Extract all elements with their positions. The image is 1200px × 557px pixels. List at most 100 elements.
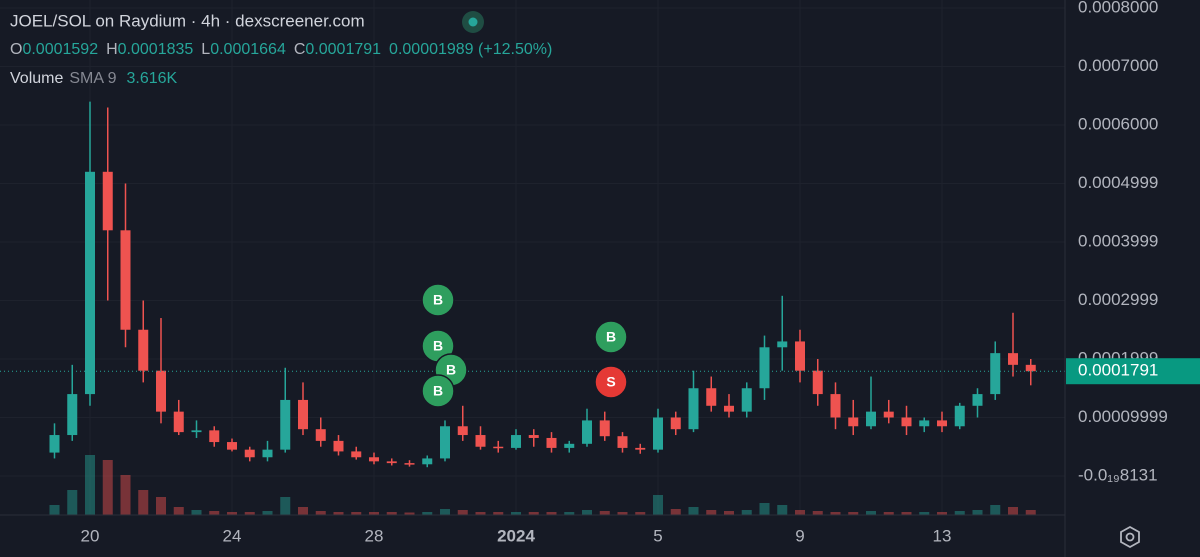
o-label: O [10,41,22,58]
candle-body [937,420,947,427]
volume-bar [848,512,859,515]
candle-body [777,341,788,348]
volume-bar [546,512,557,515]
h-value: 0.0001835 [118,41,194,58]
trade-marker-label: S [606,374,615,390]
volume-bar [262,511,273,515]
candle-body [280,399,291,450]
volume-bar [440,509,450,515]
candle-body [883,411,894,418]
candle-body [848,417,859,427]
candle-body [209,430,220,443]
candle-body [688,388,699,430]
volume-bar [759,503,770,515]
volume-bar [777,505,788,515]
candle-body [706,388,717,406]
volume-bar [937,512,947,515]
candle-body [670,417,681,430]
volume-bar [315,511,326,515]
volume-bar [369,512,379,515]
candle-body [954,405,965,427]
volume-bar [138,490,149,515]
volume-name: Volume [10,70,63,87]
volume-bar [280,497,291,515]
volume-bar [1025,510,1036,515]
candle-body [830,394,841,418]
change-value: 0.00001989 (+12.50%) [389,41,552,58]
volume-value: 3.616K [127,70,178,87]
candle-body [990,353,1001,395]
o-value: 0.0001592 [22,41,98,58]
ohlc-legend: O0.0001592 H0.0001835 L0.0001664 C0.0001791… [10,41,552,58]
candle-body [741,388,752,412]
price-axis: 0.0008000 0.0007000 0.0006000 0.0004999 0.00… [1066,0,1200,484]
volume-bar [67,490,78,515]
candle-body [972,394,983,406]
candle-body [173,411,184,433]
volume-bar [49,505,60,515]
candle-body [244,449,255,458]
volume-bar [883,512,894,515]
y-tick-label: 0.0002999 [1078,290,1158,309]
volume-bar [954,511,965,515]
candle-body [457,426,468,436]
x-tick-label: 5 [653,526,662,545]
volume-bar [511,512,521,515]
volume-bar [156,497,166,515]
candle-body [653,417,663,450]
x-tick-label: 2024 [497,526,535,545]
trade-marker [594,365,628,399]
volume-bar [351,512,362,515]
trade-marker [421,374,455,408]
volume-bar [990,505,1001,515]
candle-body [422,458,433,465]
volume-bar [866,511,876,515]
candle-body [440,426,450,459]
candle-body [901,417,912,427]
volume-bar [209,511,220,515]
y-tick-label: 0.0006000 [1078,114,1158,133]
volume-sma: SMA 9 [69,70,116,87]
volume-bar [635,512,646,515]
candle-body [1008,353,1018,365]
volume-bar [475,512,486,515]
h-label: H [106,41,118,58]
candle-body [85,171,95,395]
volume-bar [173,507,184,515]
volume-bar [102,460,113,515]
volume-bar [741,510,752,515]
volume-bar [333,512,344,515]
x-tick-label: 9 [795,526,804,545]
trade-marker-label: B [606,329,616,345]
volume-bar [830,512,841,515]
header: JOEL/SOL on Raydium · 4h · dexscreener.c… [10,11,552,87]
volume-bar [564,512,575,515]
volume-bar [706,510,717,515]
volume-bar [688,507,699,515]
candle-body [298,399,308,430]
x-tick-label: 13 [933,526,952,545]
l-value: 0.0001664 [210,41,286,58]
candle-body [67,394,78,436]
c-value: 0.0001791 [305,41,381,58]
volume-bar [422,512,433,515]
volume-bar [582,510,592,515]
settings-button[interactable] [1120,525,1140,549]
l-label: L [201,41,210,58]
candle-body [599,420,610,437]
volume-bar [191,510,202,515]
trade-marker-label: B [433,338,443,354]
candle-body [351,451,362,458]
candle-body [493,446,504,449]
y-tick-label: 0.0004999 [1078,173,1158,192]
candle-body [795,341,805,371]
trade-marker [421,283,455,317]
volume-bar [919,512,930,515]
x-tick-label: 24 [223,526,242,545]
volume-bar [493,512,504,515]
trade-marker-label: B [433,292,443,308]
volume-bar [528,512,539,515]
y-tick-label: -0.0₁₉8131 [1078,465,1158,484]
volume-bar [244,512,255,515]
settings-icon[interactable] [1120,525,1140,549]
